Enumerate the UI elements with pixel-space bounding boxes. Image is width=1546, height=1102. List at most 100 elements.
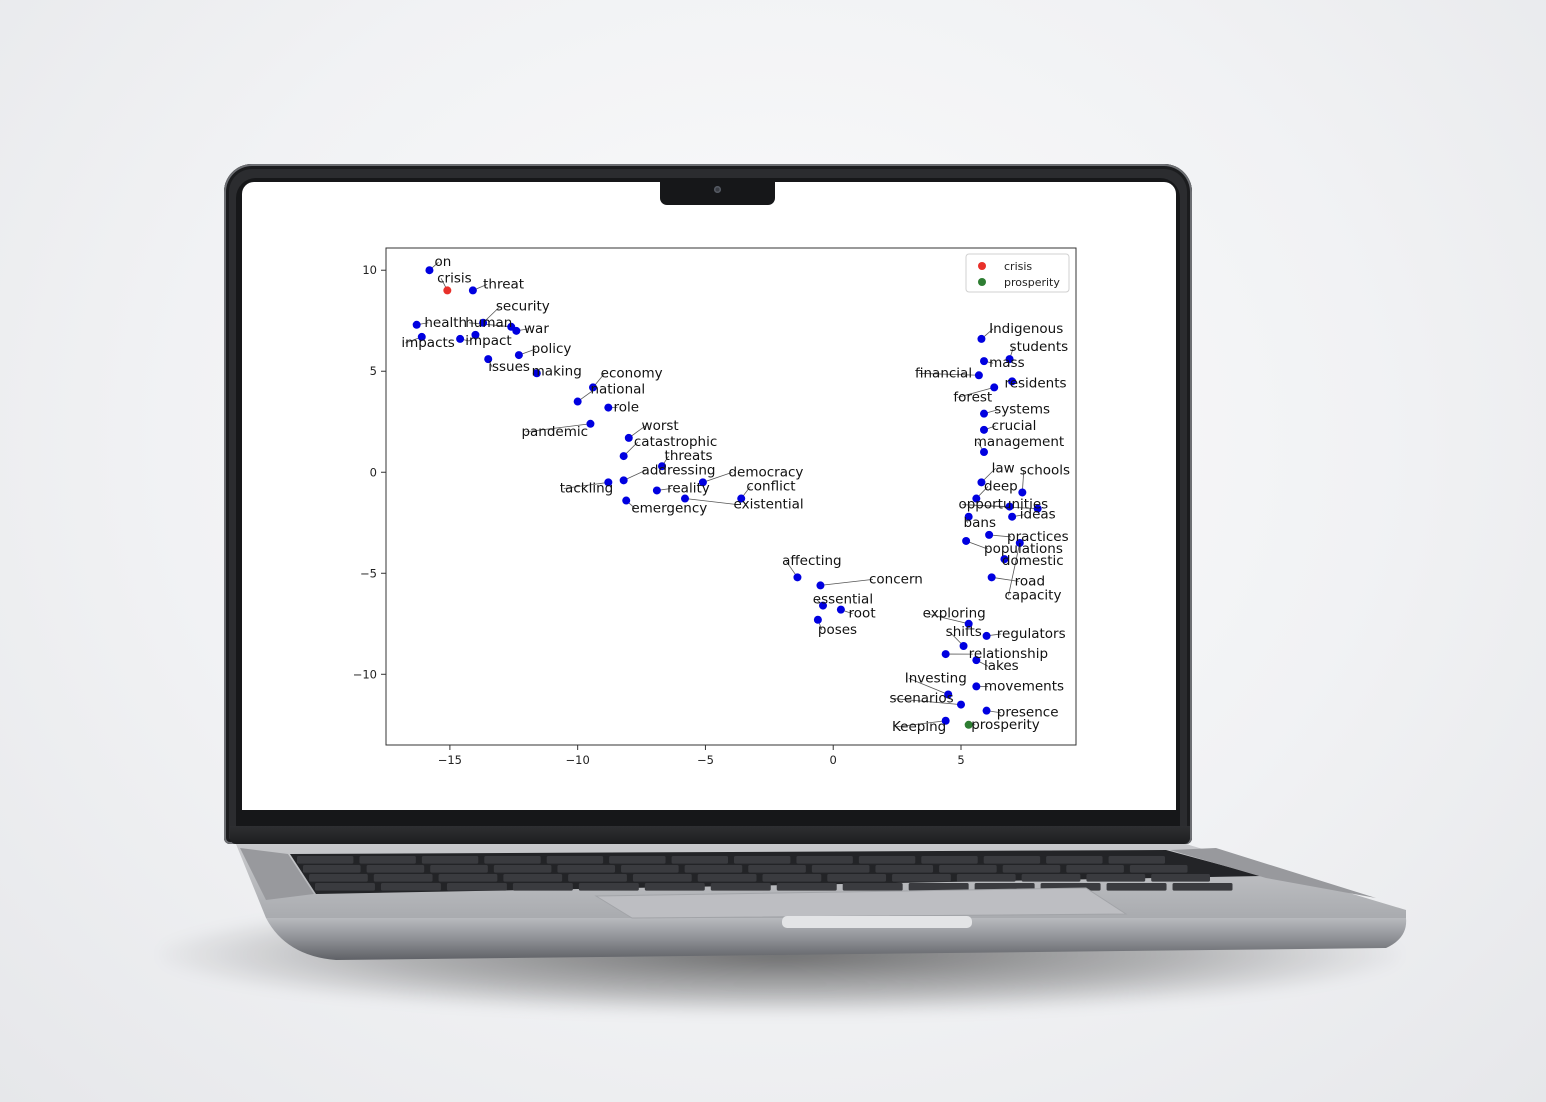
point-label: exploring: [923, 606, 986, 622]
data-point: [586, 419, 595, 428]
legend-label: prosperity: [1004, 276, 1060, 289]
legend-marker: [978, 262, 986, 270]
leader-line: [820, 578, 874, 586]
point-label: economy: [601, 365, 663, 381]
key: [373, 874, 433, 882]
x-tick-label: 0: [830, 753, 837, 767]
point-label: crisis: [437, 270, 472, 286]
key: [827, 874, 887, 882]
data-point: [471, 330, 480, 339]
point-label: Keeping: [892, 719, 946, 735]
point-label: issues: [488, 359, 530, 375]
data-point: [443, 286, 452, 295]
data-point: [972, 656, 981, 665]
key: [842, 883, 903, 891]
key: [1046, 856, 1103, 864]
y-tick-label: 5: [370, 364, 377, 378]
point-label: bans: [964, 515, 996, 531]
data-points: [412, 266, 1042, 729]
key: [1151, 874, 1210, 882]
deck-front-edge: [266, 918, 1407, 960]
y-tick-label: −10: [353, 667, 377, 681]
key: [568, 874, 627, 882]
point-label: conflict: [746, 478, 795, 494]
x-axis-ticks: −15 −10 −5 0 5: [438, 745, 965, 767]
key: [309, 874, 368, 882]
key: [811, 865, 870, 873]
point-label: poses: [818, 622, 857, 638]
data-point: [573, 397, 582, 406]
y-axis-ticks: 10 5 0 −5 −10: [353, 263, 386, 681]
legend-label: crisis: [1004, 260, 1032, 273]
point-label: deep: [984, 478, 1018, 494]
point-label: making: [532, 363, 582, 379]
legend-box: [965, 253, 1070, 293]
x-tick-label: 5: [957, 753, 964, 767]
leader-line: [623, 469, 646, 481]
data-point: [658, 462, 666, 471]
point-label: tackling: [560, 480, 613, 496]
key: [1066, 865, 1124, 873]
point-label: students: [1010, 339, 1069, 355]
key: [421, 856, 479, 864]
leader-line: [702, 471, 733, 483]
key: [315, 883, 375, 891]
key: [503, 874, 563, 882]
data-point: [1018, 488, 1027, 497]
key: [776, 883, 837, 891]
key: [710, 883, 771, 891]
x-tick-label: −5: [697, 753, 714, 767]
data-point: [816, 581, 825, 590]
data-point: [982, 631, 991, 640]
data-point: [484, 355, 493, 364]
data-point: [972, 494, 981, 503]
leader-line: [684, 498, 738, 506]
left-speaker-grille: [240, 848, 314, 900]
point-label: prosperity: [971, 717, 1040, 733]
data-point: [1008, 377, 1017, 386]
legend-marker: [978, 278, 986, 286]
leader-line: [926, 613, 969, 625]
data-point: [737, 494, 746, 503]
point-label: human: [465, 315, 512, 331]
laptop-hinge: [230, 826, 1190, 844]
data-point: [962, 536, 971, 545]
point-label: security: [496, 299, 550, 315]
point-label: domestic: [1002, 553, 1064, 569]
point-label: relationship: [969, 646, 1048, 662]
data-point: [987, 573, 996, 582]
point-label: emergency: [631, 501, 707, 517]
key: [1002, 865, 1061, 873]
key: [1172, 883, 1233, 891]
key: [557, 865, 616, 873]
keyboard-keys: [297, 856, 1233, 891]
key: [956, 874, 1016, 882]
key: [858, 856, 916, 864]
leader-line: [893, 698, 962, 705]
data-point: [425, 266, 434, 275]
data-point: [959, 642, 968, 651]
point-label: road: [1015, 573, 1045, 589]
x-tick-label: −10: [566, 753, 590, 767]
point-label: Indigenous: [989, 321, 1063, 337]
data-point: [622, 496, 631, 505]
data-point: [964, 512, 973, 521]
y-tick-label: 10: [362, 263, 377, 277]
webcam-icon: [714, 186, 721, 193]
leader-line: [1008, 542, 1021, 596]
key: [366, 865, 425, 873]
data-point: [698, 478, 707, 487]
point-label: existential: [734, 497, 804, 513]
key: [697, 874, 757, 882]
key: [438, 874, 498, 882]
key: [939, 865, 997, 873]
data-point: [982, 706, 991, 715]
data-point: [793, 573, 802, 582]
laptop-screen: on crisis threat security health human war impa…: [242, 182, 1176, 810]
key: [908, 883, 969, 891]
data-point: [412, 320, 421, 329]
key: [303, 865, 361, 873]
key: [297, 856, 354, 864]
data-point: [990, 383, 999, 392]
